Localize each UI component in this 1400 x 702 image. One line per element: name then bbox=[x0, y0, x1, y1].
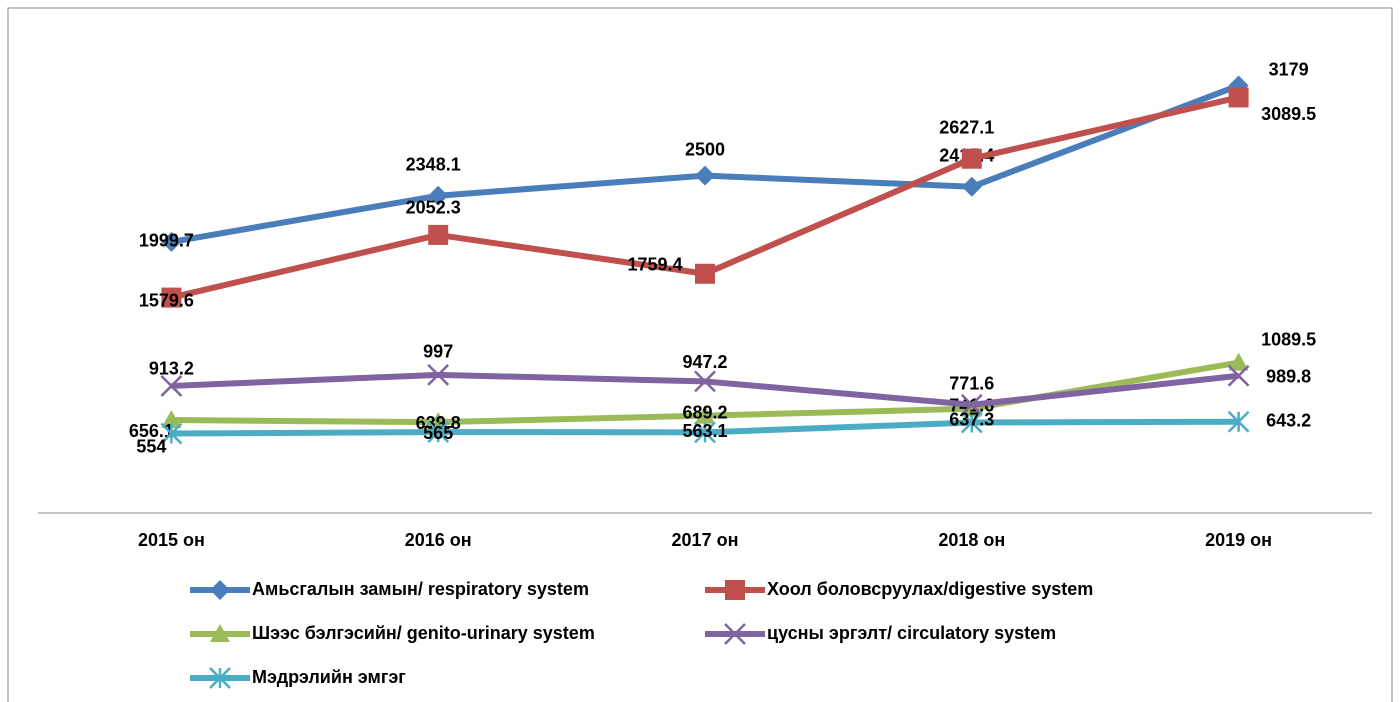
data-label: 771.6 bbox=[949, 373, 994, 393]
marker bbox=[961, 176, 982, 197]
marker bbox=[694, 370, 716, 393]
marker-shape bbox=[724, 623, 746, 645]
data-label: 565 bbox=[423, 423, 453, 443]
marker bbox=[694, 421, 716, 444]
marker-shape bbox=[210, 624, 230, 642]
marker-shape bbox=[210, 580, 230, 600]
marker bbox=[161, 287, 182, 308]
data-label: 1759.4 bbox=[627, 255, 682, 275]
marker bbox=[1227, 410, 1250, 433]
marker-shape bbox=[1227, 364, 1250, 387]
data-label: 643.2 bbox=[1266, 410, 1311, 430]
marker bbox=[961, 148, 982, 169]
x-tick-label: 2015 он bbox=[138, 530, 205, 550]
marker-shape bbox=[209, 667, 231, 689]
marker-shape bbox=[161, 231, 182, 252]
marker bbox=[210, 580, 230, 600]
marker-shape bbox=[960, 411, 983, 434]
marker bbox=[161, 231, 182, 252]
legend-label: Мэдрэлийн эмгэг bbox=[252, 667, 406, 687]
data-label: 3089.5 bbox=[1261, 104, 1316, 124]
marker-shape bbox=[161, 287, 182, 308]
marker bbox=[209, 667, 231, 689]
marker-shape bbox=[1227, 410, 1250, 433]
marker bbox=[1228, 352, 1249, 371]
marker-shape bbox=[961, 176, 982, 197]
marker bbox=[210, 624, 230, 642]
marker-shape bbox=[427, 421, 450, 443]
marker-shape bbox=[161, 410, 182, 429]
data-label: 689.2 bbox=[682, 402, 727, 422]
marker-shape bbox=[961, 148, 982, 169]
legend-label: Амьсгалын замын/ respiratory system bbox=[252, 579, 589, 599]
marker bbox=[1227, 364, 1250, 387]
marker-shape bbox=[1228, 87, 1249, 108]
marker bbox=[695, 165, 715, 186]
data-label: 554 bbox=[136, 436, 166, 456]
series-line bbox=[170, 82, 1240, 245]
marker-shape bbox=[694, 421, 716, 444]
marker bbox=[960, 393, 983, 416]
data-label: 997 bbox=[423, 342, 453, 362]
marker bbox=[960, 411, 983, 434]
marker bbox=[724, 623, 746, 645]
marker-shape bbox=[960, 393, 983, 416]
marker bbox=[160, 375, 183, 397]
marker-shape bbox=[160, 422, 183, 445]
legend-label: Шээс бэлгэсийн/ genito-urinary system bbox=[252, 623, 595, 643]
chart-frame bbox=[7, 7, 1393, 702]
legend-label: цусны эргэлт/ circulatory system bbox=[767, 623, 1056, 643]
marker-shape bbox=[695, 263, 715, 284]
marker bbox=[695, 405, 715, 424]
marker bbox=[428, 224, 449, 245]
marker-shape bbox=[695, 405, 715, 424]
x-tick-label: 2019 он bbox=[1205, 530, 1272, 550]
marker-shape bbox=[160, 375, 183, 397]
marker bbox=[427, 363, 450, 386]
data-label: 1089.5 bbox=[1261, 329, 1316, 349]
marker-shape bbox=[695, 165, 715, 186]
x-tick-label: 2016 он bbox=[405, 530, 472, 550]
marker bbox=[1228, 87, 1249, 108]
marker bbox=[160, 422, 183, 445]
marker-shape bbox=[1228, 352, 1249, 371]
data-label: 2052.3 bbox=[406, 198, 461, 218]
data-label: 2627.1 bbox=[939, 117, 994, 137]
data-label: 2348.1 bbox=[406, 154, 461, 174]
marker bbox=[427, 421, 450, 443]
marker bbox=[161, 410, 182, 429]
marker-shape bbox=[427, 363, 450, 386]
data-label: 2500 bbox=[685, 139, 725, 159]
data-label: 989.8 bbox=[1266, 367, 1311, 387]
data-label: 947.2 bbox=[682, 352, 727, 372]
marker bbox=[428, 185, 449, 206]
marker bbox=[725, 580, 745, 600]
data-label: 1579.6 bbox=[139, 290, 194, 310]
x-tick-label: 2018 он bbox=[938, 530, 1005, 550]
x-tick-label: 2017 он bbox=[672, 530, 739, 550]
data-label: 913.2 bbox=[149, 359, 194, 379]
marker-shape bbox=[428, 224, 449, 245]
marker-shape bbox=[428, 185, 449, 206]
legend-label: Хоол боловсруулах/digestive system bbox=[767, 579, 1093, 599]
data-label: 1999.7 bbox=[139, 231, 194, 251]
marker-shape bbox=[694, 370, 716, 393]
marker-shape bbox=[725, 580, 745, 600]
data-label: 563.1 bbox=[682, 421, 727, 441]
marker bbox=[695, 263, 715, 284]
data-label: 637.3 bbox=[949, 409, 994, 429]
data-label: 3179 bbox=[1269, 59, 1309, 79]
